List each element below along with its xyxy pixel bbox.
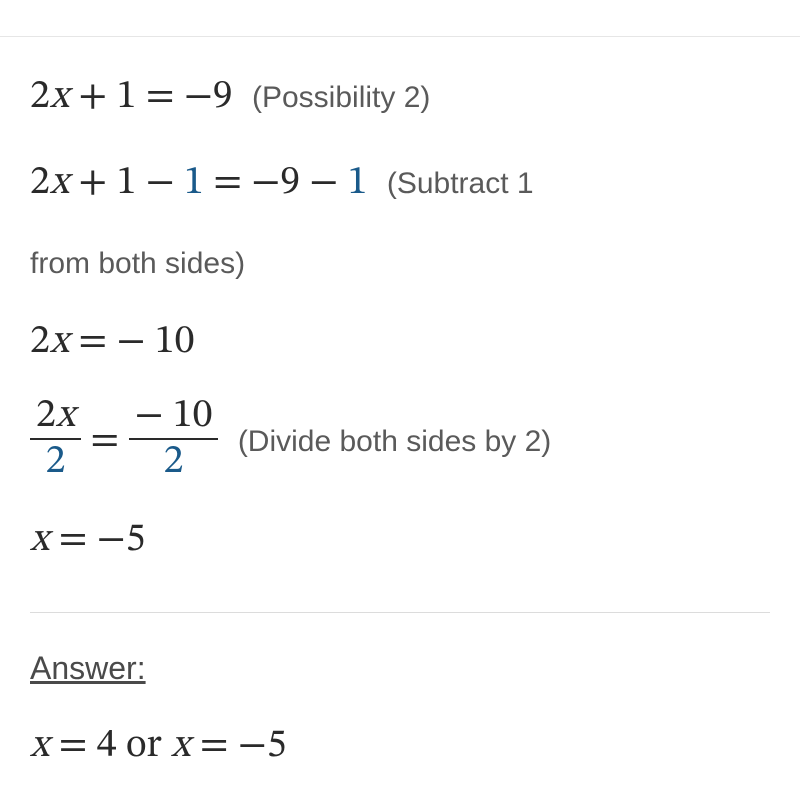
equals: = <box>90 421 128 461</box>
den-left: 2 <box>30 438 81 484</box>
step-1-annot: (Possibility 2) <box>252 81 430 114</box>
math-solution-page: 2x + 1 = −9 (Possibility 2) 2x + 1 − 1 =… <box>0 0 800 778</box>
step-3: 2x = − 10 <box>30 310 770 374</box>
den-right: 2 <box>129 438 219 484</box>
answer-heading: Answer: <box>30 643 770 694</box>
step-3-equation: 2x = − 10 <box>30 322 194 362</box>
step-2-equation: 2x + 1 − 1 = −9 − 1 <box>30 163 377 203</box>
fraction-left: 2x 2 <box>30 394 81 484</box>
fraction-right: − 10 2 <box>129 394 219 484</box>
section-divider <box>30 612 770 613</box>
answer-equation: x = 4 or x = −5 <box>30 726 287 766</box>
step-4: 2x 2 = − 10 2 (Divide both sides by 2) <box>30 396 770 486</box>
rest: + 1 = −9 <box>69 77 233 117</box>
step-4-annot: (Divide both sides by 2) <box>238 425 551 458</box>
step-2: 2x + 1 − 1 = −9 − 1 (Subtract 1 <box>30 151 770 215</box>
coef: 2 <box>30 77 50 117</box>
step-2-annot-a: (Subtract 1 <box>387 167 534 200</box>
highlight-1: 1 <box>184 163 204 203</box>
top-divider <box>0 36 800 37</box>
var-x: x <box>50 77 69 117</box>
step-2-annot-b: from both sides) <box>30 247 245 280</box>
step-4-equation: 2x 2 = − 10 2 <box>30 421 228 461</box>
num-right: − 10 <box>129 394 219 438</box>
step-5: x = −5 <box>30 508 770 572</box>
step-1: 2x + 1 = −9 (Possibility 2) <box>30 65 770 129</box>
highlight-2: 1 <box>348 163 368 203</box>
step-2-cont: from both sides) <box>30 237 770 288</box>
final-answer: x = 4 or x = −5 <box>30 714 770 778</box>
step-5-equation: x = −5 <box>30 520 145 560</box>
num-left: 2x <box>30 394 81 438</box>
step-1-equation: 2x + 1 = −9 <box>30 77 242 117</box>
